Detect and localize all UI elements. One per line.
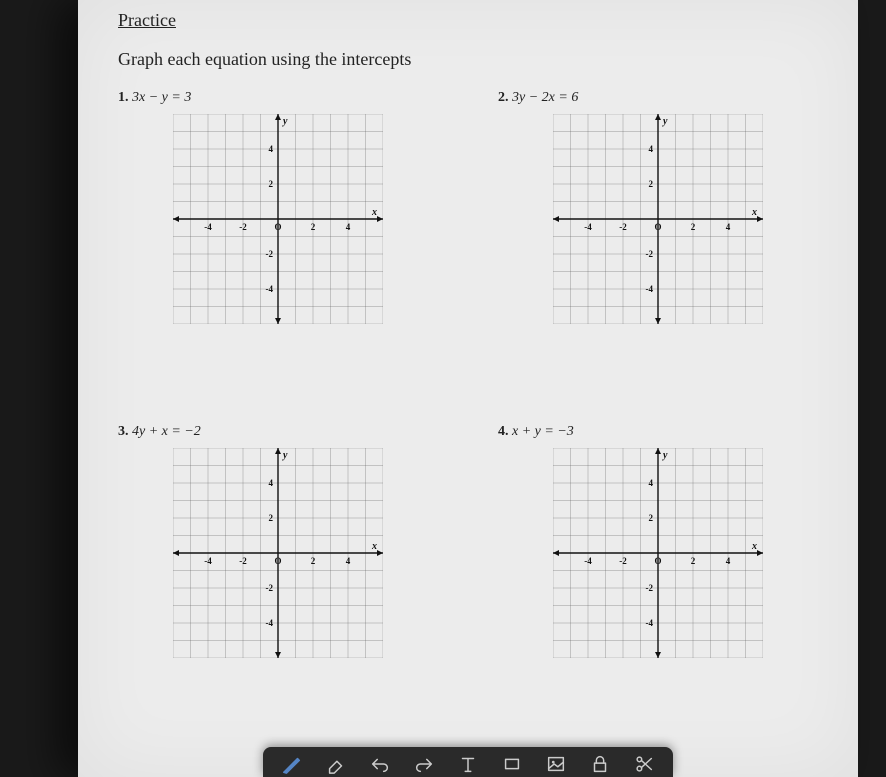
problem-2-label: 2. 3y − 2x = 6: [498, 90, 818, 106]
svg-text:y: y: [662, 450, 668, 461]
svg-text:-4: -4: [266, 618, 274, 628]
svg-text:2: 2: [269, 513, 274, 523]
problem-1-equation: 3x − y = 3: [132, 90, 191, 105]
svg-text:-2: -2: [239, 556, 247, 566]
problem-3-graph: -4 -2 O 2 4 4 2 -2 -4 x y: [118, 448, 438, 658]
svg-text:2: 2: [691, 222, 696, 232]
svg-text:O: O: [274, 556, 281, 566]
image-icon[interactable]: [545, 753, 567, 775]
svg-text:2: 2: [311, 222, 316, 232]
svg-text:-4: -4: [584, 222, 592, 232]
annotation-toolbar: [263, 747, 673, 777]
svg-text:-2: -2: [646, 249, 654, 259]
problem-2: 2. 3y − 2x = 6 -4 -2 O 2 4 4 2 -2 -4 x y: [498, 90, 818, 324]
page-subtitle: Graph each equation using the intercepts: [118, 49, 818, 70]
problem-4: 4. x + y = −3 -4 -2 O 2 4 4 2 -2 -4 x y: [498, 424, 818, 658]
svg-text:2: 2: [311, 556, 316, 566]
worksheet-page: Practice Graph each equation using the i…: [78, 0, 858, 777]
svg-text:x: x: [751, 207, 757, 218]
problem-3-label: 3. 4y + x = −2: [118, 424, 438, 440]
svg-text:2: 2: [649, 513, 654, 523]
redo-icon[interactable]: [413, 753, 435, 775]
svg-text:4: 4: [269, 478, 274, 488]
problem-3-equation: 4y + x = −2: [132, 424, 201, 439]
svg-text:-2: -2: [266, 249, 274, 259]
svg-text:-2: -2: [619, 222, 627, 232]
eraser-icon[interactable]: [325, 753, 347, 775]
svg-text:-4: -4: [646, 284, 654, 294]
undo-icon[interactable]: [369, 753, 391, 775]
svg-text:4: 4: [726, 222, 731, 232]
text-icon[interactable]: [457, 753, 479, 775]
problem-1: 1. 3x − y = 3 -4 -2 O 2 4 4 2 -2 -4 x y: [118, 90, 438, 324]
svg-text:4: 4: [269, 144, 274, 154]
svg-text:2: 2: [649, 179, 654, 189]
problem-2-equation: 3y − 2x = 6: [512, 90, 578, 105]
svg-text:O: O: [654, 222, 661, 232]
svg-text:-4: -4: [584, 556, 592, 566]
problem-1-number: 1.: [118, 90, 129, 105]
page-title: Practice: [118, 10, 818, 31]
problems-grid: 1. 3x − y = 3 -4 -2 O 2 4 4 2 -2 -4 x y 2. 3y − 2x…: [118, 90, 818, 658]
svg-text:-4: -4: [266, 284, 274, 294]
svg-text:4: 4: [346, 222, 351, 232]
scissors-icon[interactable]: [633, 753, 655, 775]
svg-text:O: O: [274, 222, 281, 232]
svg-text:y: y: [282, 116, 288, 127]
problem-4-label: 4. x + y = −3: [498, 424, 818, 440]
svg-text:-2: -2: [239, 222, 247, 232]
problem-3-number: 3.: [118, 424, 129, 439]
svg-text:x: x: [371, 541, 377, 552]
svg-text:y: y: [662, 116, 668, 127]
svg-text:4: 4: [649, 478, 654, 488]
svg-text:-4: -4: [204, 556, 212, 566]
svg-text:-2: -2: [619, 556, 627, 566]
svg-text:x: x: [371, 207, 377, 218]
svg-text:x: x: [751, 541, 757, 552]
lock-icon[interactable]: [589, 753, 611, 775]
svg-text:-4: -4: [646, 618, 654, 628]
problem-2-graph: -4 -2 O 2 4 4 2 -2 -4 x y: [498, 114, 818, 324]
problem-4-number: 4.: [498, 424, 509, 439]
problem-1-graph: -4 -2 O 2 4 4 2 -2 -4 x y: [118, 114, 438, 324]
problem-4-equation: x + y = −3: [512, 424, 574, 439]
pen-icon[interactable]: [281, 753, 303, 775]
svg-text:4: 4: [726, 556, 731, 566]
svg-text:4: 4: [649, 144, 654, 154]
problem-2-number: 2.: [498, 90, 509, 105]
svg-text:2: 2: [269, 179, 274, 189]
svg-text:4: 4: [346, 556, 351, 566]
problem-4-graph: -4 -2 O 2 4 4 2 -2 -4 x y: [498, 448, 818, 658]
svg-text:y: y: [282, 450, 288, 461]
svg-text:O: O: [654, 556, 661, 566]
svg-text:-2: -2: [266, 583, 274, 593]
shape-icon[interactable]: [501, 753, 523, 775]
svg-text:2: 2: [691, 556, 696, 566]
problem-1-label: 1. 3x − y = 3: [118, 90, 438, 106]
svg-text:-2: -2: [646, 583, 654, 593]
svg-text:-4: -4: [204, 222, 212, 232]
problem-3: 3. 4y + x = −2 -4 -2 O 2 4 4 2 -2 -4 x y: [118, 424, 438, 658]
